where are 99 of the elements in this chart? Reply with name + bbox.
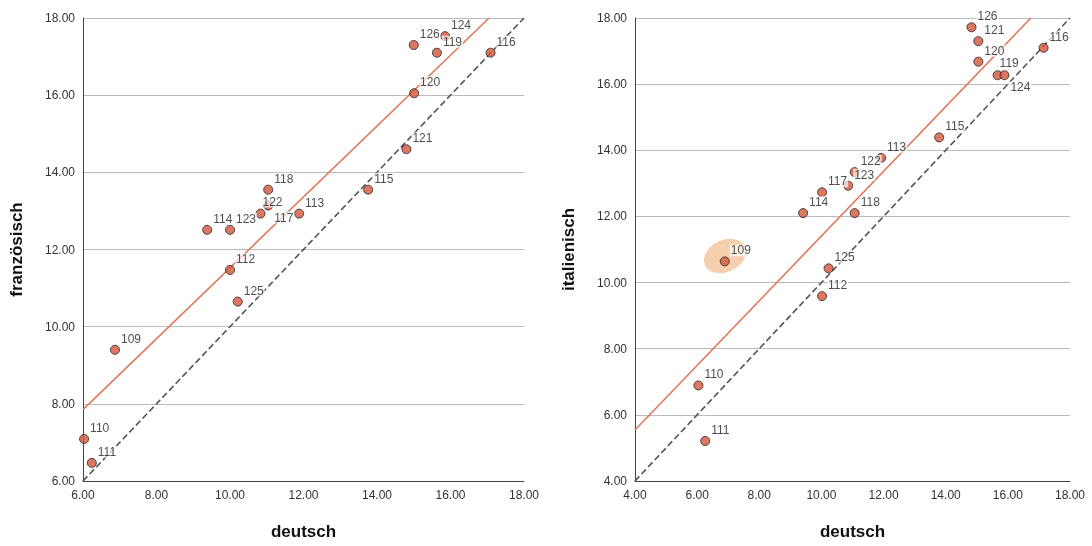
y-axis-title: französisch — [7, 202, 26, 297]
point — [294, 208, 305, 219]
y-tick-label: 16.00 — [44, 88, 76, 103]
annotation: 111 — [97, 444, 117, 459]
point — [700, 435, 711, 446]
point — [966, 22, 977, 33]
point — [999, 70, 1010, 81]
annotation: 116 — [496, 34, 517, 49]
annotation: 120 — [420, 75, 441, 90]
point — [225, 224, 235, 235]
y-tick-label: 14.00 — [44, 165, 76, 180]
annotation: 122 — [860, 154, 882, 169]
y-tick-label: 18.00 — [44, 11, 76, 25]
x-tick-label: 4.00 — [623, 488, 647, 502]
x-tick-label: 8.00 — [144, 488, 169, 502]
x-tick-label: 10.00 — [806, 488, 837, 502]
x-tick-label: 10.00 — [214, 488, 246, 502]
annotation: 112 — [828, 278, 848, 293]
point — [693, 380, 704, 391]
annotation: 115 — [945, 119, 965, 134]
y-tick-label: 16.00 — [596, 77, 628, 92]
point — [225, 264, 235, 275]
point — [409, 88, 420, 99]
annotation: 117 — [274, 210, 294, 225]
annotation: 121 — [412, 131, 433, 146]
point — [401, 144, 412, 155]
annotation: 110 — [90, 420, 110, 435]
annotation: 119 — [999, 56, 1020, 71]
y-tick-label: 10.00 — [596, 275, 628, 290]
x-tick-label: 12.00 — [288, 488, 319, 502]
annotation: 124 — [1010, 80, 1031, 95]
annotation: 125 — [834, 250, 855, 265]
point — [109, 344, 120, 355]
annotation: 121 — [984, 23, 1005, 38]
annotation: 126 — [419, 27, 441, 42]
annotation: 123 — [236, 211, 257, 226]
point — [255, 208, 266, 219]
annotation: 125 — [243, 283, 265, 298]
point — [431, 47, 442, 58]
annotation: 122 — [262, 194, 283, 209]
y-tick-label: 4.00 — [603, 474, 628, 488]
annotation: 110 — [704, 367, 724, 382]
x-axis-title: deutsch — [819, 522, 886, 541]
annotation: 124 — [450, 18, 472, 33]
y-tick-label: 6.00 — [603, 407, 628, 422]
annotation: 115 — [374, 171, 394, 186]
y-tick-label: 8.00 — [603, 341, 628, 356]
x-tick-label: 16.00 — [435, 488, 466, 502]
point — [363, 184, 374, 195]
annotation: 118 — [860, 195, 881, 210]
x-tick-label: 14.00 — [930, 488, 962, 502]
point — [973, 56, 984, 67]
y-tick-label: 6.00 — [51, 474, 76, 488]
point — [817, 187, 828, 198]
y-tick-label: 10.00 — [44, 319, 76, 334]
x-tick-label: 8.00 — [747, 488, 772, 502]
point — [232, 296, 243, 307]
annotation: 116 — [1049, 29, 1070, 44]
annotation: 114 — [809, 195, 829, 210]
point — [202, 224, 213, 235]
point — [823, 263, 834, 274]
x-axis-title: deutsch — [270, 522, 337, 541]
x-tick-label: 18.00 — [1054, 488, 1086, 502]
point — [817, 291, 828, 302]
annotation: 118 — [274, 171, 294, 186]
annotation: 111 — [711, 422, 730, 437]
point — [86, 457, 97, 468]
annotation: 123 — [854, 167, 875, 182]
annotation: 113 — [305, 195, 325, 210]
x-tick-label: 12.00 — [868, 488, 899, 502]
point — [1038, 42, 1049, 53]
x-tick-label: 6.00 — [685, 488, 710, 502]
point — [934, 132, 945, 143]
annotation: 109 — [120, 331, 142, 346]
point — [849, 208, 860, 219]
point — [798, 208, 809, 219]
annotation: 126 — [977, 9, 998, 24]
x-tick-label: 18.00 — [508, 488, 540, 502]
y-tick-label: 14.00 — [596, 143, 628, 158]
point — [408, 40, 419, 51]
y-tick-label: 18.00 — [596, 11, 628, 25]
point — [973, 36, 984, 47]
point — [79, 433, 90, 444]
annotation: 112 — [236, 251, 256, 266]
annotation: 117 — [828, 174, 848, 189]
x-tick-label: 14.00 — [361, 488, 393, 502]
y-tick-label: 12.00 — [596, 209, 628, 224]
y-tick-label: 12.00 — [44, 242, 76, 257]
y-axis-title: italienisch — [559, 207, 578, 292]
annotation: 119 — [442, 34, 463, 49]
annotation: 120 — [984, 43, 1005, 58]
x-tick-label: 6.00 — [71, 488, 95, 502]
point — [263, 184, 274, 195]
annotation: 114 — [213, 211, 233, 226]
y-tick-label: 8.00 — [51, 396, 76, 411]
x-tick-label: 16.00 — [992, 488, 1024, 502]
annotation: 109 — [730, 243, 752, 258]
point — [485, 47, 496, 58]
annotation: 113 — [887, 139, 907, 154]
